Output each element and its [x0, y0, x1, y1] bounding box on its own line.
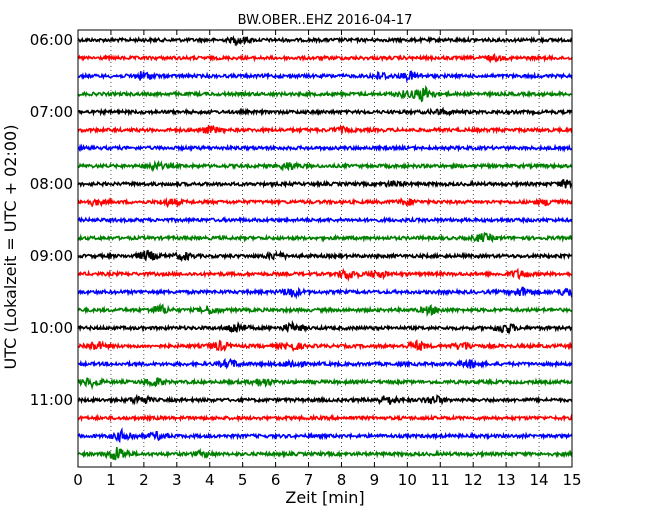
- trace-0800: [77, 178, 573, 190]
- x-tick-label: 7: [304, 471, 314, 489]
- trace-0615: [77, 52, 573, 64]
- x-tick-label: 12: [464, 471, 483, 489]
- x-tick-label: 8: [337, 471, 347, 489]
- trace-0830: [77, 215, 573, 225]
- trace-lines: [77, 35, 573, 461]
- x-tick-label: 10: [398, 471, 417, 489]
- trace-1100: [77, 393, 573, 406]
- x-tick-label: 6: [271, 471, 281, 489]
- x-tick-label: 2: [139, 471, 149, 489]
- vertical-grid: [110, 30, 540, 467]
- trace-0630: [77, 70, 573, 84]
- y-tick-label: 08:00: [30, 175, 73, 193]
- trace-0930: [77, 286, 573, 300]
- trace-0900: [77, 249, 573, 263]
- trace-0700: [77, 106, 573, 117]
- x-tick-label: 1: [106, 471, 116, 489]
- y-axis-ticks: 06:00 07:00 08:00 09:00 10:00 11:00: [30, 31, 572, 409]
- trace-1000: [77, 319, 573, 336]
- trace-1130: [77, 426, 573, 444]
- trace-1015: [77, 339, 573, 353]
- x-tick-label: 5: [238, 471, 248, 489]
- x-axis-ticks: 0 1 2 3 4 5 6 7 8 9 10 11 12 13 14 15: [73, 30, 582, 489]
- trace-0730: [77, 143, 573, 153]
- trace-0745: [77, 159, 573, 173]
- trace-1115: [77, 413, 573, 423]
- x-tick-label: 13: [497, 471, 516, 489]
- x-tick-label: 9: [370, 471, 380, 489]
- trace-0915: [77, 267, 573, 282]
- trace-0715: [77, 124, 573, 135]
- x-axis-label: Zeit [min]: [285, 488, 364, 507]
- trace-0945: [77, 302, 573, 318]
- trace-0815: [77, 196, 573, 209]
- x-tick-label: 14: [530, 471, 549, 489]
- x-tick-label: 4: [205, 471, 215, 489]
- trace-0845: [77, 231, 573, 244]
- trace-0645: [77, 85, 573, 103]
- y-axis-label: UTC (Lokalzeit = UTC + 02:00): [1, 125, 20, 370]
- y-tick-label: 06:00: [30, 31, 73, 49]
- trace-0600: [77, 35, 573, 47]
- trace-1030: [77, 357, 573, 370]
- y-tick-label: 07:00: [30, 103, 73, 121]
- axes-frame: [77, 29, 573, 468]
- y-tick-label: 10:00: [30, 319, 73, 337]
- x-tick-label: 3: [172, 471, 182, 489]
- x-tick-label: 0: [73, 471, 83, 489]
- x-tick-label: 15: [562, 471, 581, 489]
- chart-title: BW.OBER..EHZ 2016-04-17: [238, 13, 413, 28]
- y-tick-label: 09:00: [30, 247, 73, 265]
- trace-1145: [77, 447, 573, 461]
- y-tick-label: 11:00: [30, 391, 73, 409]
- x-tick-label: 11: [431, 471, 450, 489]
- plot-frame: [77, 29, 573, 468]
- trace-1045: [77, 376, 573, 391]
